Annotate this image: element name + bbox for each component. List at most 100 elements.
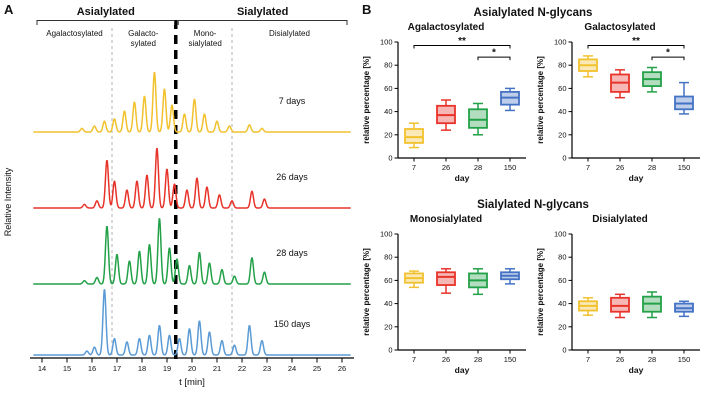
x-tick-label: 150 xyxy=(678,355,691,364)
x-axis-label: day xyxy=(629,173,644,183)
y-tick-label: 40 xyxy=(384,299,392,308)
x-tick-label: 25 xyxy=(313,364,321,373)
x-tick-label: 17 xyxy=(113,364,121,373)
significance-label: ** xyxy=(458,36,466,47)
significance-bar xyxy=(587,44,685,49)
x-tick-label: 7 xyxy=(412,355,416,364)
box-day-26 xyxy=(610,296,630,313)
chromatogram-svg: Asialylated Sialylated Agalactosylated Gala… xyxy=(3,6,354,388)
region-label: Galacto- xyxy=(128,29,159,38)
panel-b: B Asialylated N-glycans Agalactosylated … xyxy=(358,0,708,408)
x-axis-label: day xyxy=(629,365,644,375)
y-axis-label: relative percentage [%] xyxy=(362,248,371,336)
x-tick-label: 150 xyxy=(678,163,691,172)
x-tick-label: 26 xyxy=(616,355,624,364)
x-axis-label: day xyxy=(455,173,470,183)
panel-a-label: A xyxy=(4,2,14,17)
panel-a: A Asialylated Sialylated Agalactosylated Ga… xyxy=(3,2,354,388)
x-tick-label: 15 xyxy=(63,364,71,373)
x-tick-label: 26 xyxy=(442,163,450,172)
y-tick-label: 20 xyxy=(384,130,392,139)
x-tick-label: 26 xyxy=(616,163,624,172)
boxplot-monosialylated-svg: 0 20 40 60 80 100 7 26 28 150 day relative percenta… xyxy=(362,230,526,375)
region-label: sialylated xyxy=(188,39,221,48)
plot-title-monosialylated: Monosialylated xyxy=(409,214,483,225)
x-tick-label: 14 xyxy=(38,364,46,373)
trace-28-days xyxy=(33,218,351,285)
y-tick-label: 0 xyxy=(388,154,392,163)
x-tick-label: 7 xyxy=(586,355,590,364)
y-tick-label: 60 xyxy=(558,84,566,93)
trace-label: 7 days xyxy=(279,96,306,106)
trace-7-days xyxy=(33,72,351,133)
significance-label: * xyxy=(492,48,496,59)
x-tick-label: 16 xyxy=(88,364,96,373)
plot-title-galactosylated: Galactosylated xyxy=(584,22,656,33)
y-tick-label: 100 xyxy=(554,230,567,239)
x-tick-label: 22 xyxy=(238,364,246,373)
y-tick-label: 80 xyxy=(384,61,392,70)
region-label: Agalactosylated xyxy=(46,29,102,38)
y-tick-label: 0 xyxy=(562,346,566,355)
region-group-label: Sialylated xyxy=(237,6,288,18)
y-axis-label: relative percentage [%] xyxy=(536,56,545,144)
y-tick-label: 100 xyxy=(554,38,567,47)
y-tick-label: 80 xyxy=(558,61,566,70)
x-axis-label: t [min] xyxy=(179,377,205,388)
asialylated-group: Asialylated N-glycans Agalactosylated 0 2… xyxy=(358,6,708,190)
x-tick-label: 28 xyxy=(474,355,482,364)
x-tick-label: 21 xyxy=(213,364,221,373)
box-day-26 xyxy=(436,271,456,286)
trace-26-days xyxy=(33,148,351,209)
x-tick-label: 28 xyxy=(648,355,656,364)
y-axis-label: relative percentage [%] xyxy=(536,248,545,336)
y-tick-label: 60 xyxy=(384,276,392,285)
y-tick-label: 40 xyxy=(558,107,566,116)
box-day-28 xyxy=(468,108,488,129)
region-bracket xyxy=(36,20,175,25)
boxplot-galactosylated-svg: 0 20 40 60 80 100 7 26 28 150 day relative percenta… xyxy=(536,36,700,183)
y-tick-label: 40 xyxy=(384,107,392,116)
plot-agalactosylated: Agalactosylated 0 20 40 60 80 100 7 26 28 150 day r… xyxy=(360,21,532,190)
x-tick-label: 28 xyxy=(474,163,482,172)
x-tick-label: 28 xyxy=(648,163,656,172)
region-label: Disialylated xyxy=(269,29,310,38)
plot-title-agalactosylated: Agalactosylated xyxy=(407,22,485,33)
trace-label: 28 days xyxy=(276,248,308,258)
plot-galactosylated: Galactosylated 0 20 40 60 80 100 7 26 28 150 day re… xyxy=(534,21,706,190)
boxplot-disialylated-svg: 0 20 40 60 80 100 7 26 28 150 day relative percenta… xyxy=(536,230,700,375)
sialylated-group: Sialylated N-glycans Monosialylated 0 20 4… xyxy=(358,198,708,382)
trace-label: 26 days xyxy=(276,172,308,182)
x-tick-label: 24 xyxy=(288,364,296,373)
plot-monosialylated: Monosialylated 0 20 40 60 80 100 7 26 28 150 day re… xyxy=(360,213,532,382)
x-axis-label: day xyxy=(455,365,470,375)
asialylated-plot-row: Agalactosylated 0 20 40 60 80 100 7 26 28 150 day r… xyxy=(358,21,708,190)
significance-label: ** xyxy=(632,36,640,47)
y-tick-label: 60 xyxy=(558,276,566,285)
region-label: sylated xyxy=(131,39,156,48)
panel-b-label: B xyxy=(362,2,372,17)
y-tick-label: 80 xyxy=(384,253,392,262)
y-tick-label: 100 xyxy=(380,230,393,239)
region-group-label: Asialylated xyxy=(77,6,135,18)
x-tick-label: 23 xyxy=(263,364,271,373)
x-tick-label: 150 xyxy=(504,163,517,172)
boxplot-agalactosylated-svg: 0 20 40 60 80 100 7 26 28 150 day relative percenta… xyxy=(362,36,526,183)
trace-label: 150 days xyxy=(274,319,311,329)
box-day-7 xyxy=(404,128,424,144)
y-axis-label: Relative Intensity xyxy=(3,167,13,236)
y-tick-label: 20 xyxy=(384,322,392,331)
y-tick-label: 80 xyxy=(558,253,566,262)
x-tick-label: 18 xyxy=(138,364,146,373)
sialylated-plot-row: Monosialylated 0 20 40 60 80 100 7 26 28 150 day re… xyxy=(358,213,708,382)
x-tick-label: 20 xyxy=(188,364,196,373)
plot-title-disialylated: Disialylated xyxy=(592,214,648,225)
x-tick-label: 150 xyxy=(504,355,517,364)
significance-bar xyxy=(477,56,511,61)
x-tick-label: 7 xyxy=(412,163,416,172)
significance-bar xyxy=(413,44,511,49)
region-label: Mono- xyxy=(194,29,217,38)
y-tick-label: 0 xyxy=(388,346,392,355)
y-tick-label: 60 xyxy=(384,84,392,93)
